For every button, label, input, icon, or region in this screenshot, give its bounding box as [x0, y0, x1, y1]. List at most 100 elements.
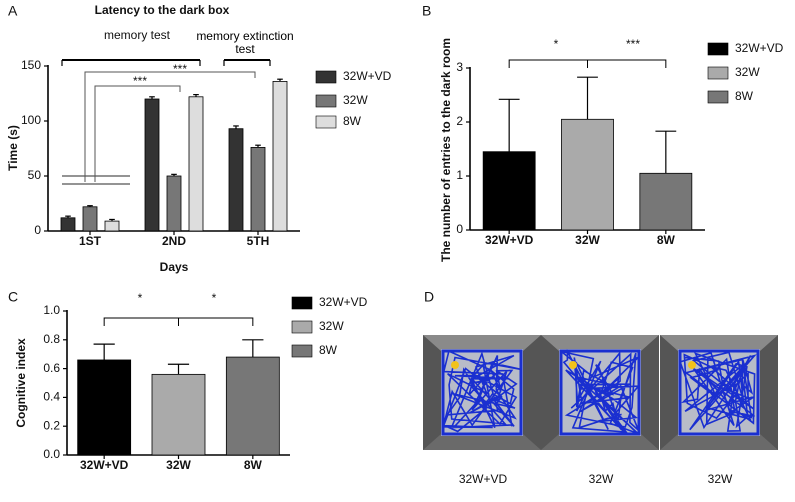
- y-tick-label: 50: [28, 168, 42, 182]
- error-bar: [233, 125, 239, 129]
- error-bar: [167, 363, 190, 375]
- x-axis-label: Days: [160, 260, 189, 274]
- arena-wall: [541, 434, 659, 450]
- y-tick-label: 1.0: [43, 303, 60, 317]
- chart-title: Latency to the dark box: [95, 3, 230, 17]
- y-tick-label: 1: [456, 168, 463, 182]
- y-tick-label: 100: [21, 113, 41, 127]
- y-axis-label: The number of entries to the dark room: [439, 38, 453, 262]
- bar: [82, 206, 98, 232]
- sig-line: [94, 85, 181, 182]
- annotation-text: memory extinction test: [196, 30, 294, 56]
- y-tick-label: 0: [34, 223, 41, 237]
- track: [442, 349, 521, 433]
- legend-swatch: [315, 94, 337, 108]
- bar: [144, 98, 160, 232]
- bar: [188, 96, 204, 232]
- y-tick-label: 2: [456, 114, 463, 128]
- error-bar: [577, 76, 598, 120]
- y-tick-label: 0: [456, 222, 463, 236]
- legend-label: 8W: [343, 114, 362, 128]
- caption: 32W+VD: [459, 472, 508, 486]
- bar: [77, 359, 132, 456]
- error-bar: [109, 218, 115, 222]
- legend-swatch: [707, 42, 729, 56]
- x-tick-label: 32W: [166, 458, 191, 472]
- bar: [272, 81, 288, 232]
- y-tick-label: 0.2: [43, 418, 60, 432]
- track-border: [559, 349, 641, 436]
- y-axis-label: Time (s): [6, 125, 20, 171]
- bar: [228, 128, 244, 232]
- error-bar: [149, 96, 155, 99]
- caption: 32W: [708, 472, 733, 486]
- error-bar: [277, 78, 283, 82]
- x-tick-label: 2ND: [162, 234, 186, 248]
- y-tick-label: 0.6: [43, 361, 60, 375]
- y-tick-label: 0.8: [43, 332, 60, 346]
- error-bar: [498, 98, 520, 152]
- bar: [151, 373, 206, 456]
- error-bar: [87, 205, 93, 207]
- x-tick-label: 5TH: [247, 234, 270, 248]
- x-tick-label: 32W+VD: [485, 233, 534, 247]
- bracket: [178, 317, 254, 326]
- arena-wall: [660, 434, 778, 450]
- track: [679, 351, 757, 432]
- error-bar: [65, 215, 71, 218]
- annotation: *: [554, 37, 559, 51]
- y-tick-label: 0.0: [43, 447, 60, 461]
- legend-swatch: [707, 90, 729, 104]
- track-border: [441, 349, 523, 436]
- panel-label: B: [422, 3, 431, 19]
- bracket: [587, 59, 667, 68]
- legend-swatch: [291, 344, 313, 358]
- annotation: *: [212, 291, 217, 305]
- panel-label: C: [8, 289, 18, 305]
- annotation: *: [138, 291, 143, 305]
- error-bar: [193, 93, 199, 97]
- x-tick-label: 8W: [244, 458, 263, 472]
- bar: [250, 146, 266, 232]
- caption: 32W: [589, 472, 614, 486]
- track: [560, 348, 641, 435]
- x-tick-label: 1ST: [79, 234, 102, 248]
- arena-wall: [423, 335, 541, 351]
- annotation: memory test: [104, 28, 171, 42]
- legend-swatch: [315, 115, 337, 129]
- error-bar: [242, 339, 264, 358]
- bracket: [508, 59, 588, 68]
- panel-label: D: [424, 289, 434, 305]
- legend-label: 32W+VD: [319, 295, 368, 309]
- sig-line: [84, 71, 256, 182]
- legend-label: 32W+VD: [343, 69, 392, 83]
- error-bar: [255, 144, 261, 148]
- legend-swatch: [291, 320, 313, 334]
- legend-label: 8W: [735, 89, 754, 103]
- arena-wall: [541, 335, 659, 351]
- x-tick-label: 8W: [657, 233, 676, 247]
- annotation: ***: [173, 62, 187, 76]
- bar: [482, 151, 536, 231]
- legend-swatch: [707, 66, 729, 80]
- y-tick-label: 3: [456, 60, 463, 74]
- panel-label: A: [8, 3, 18, 19]
- legend-label: 8W: [319, 343, 338, 357]
- legend-label: 32W+VD: [735, 41, 784, 55]
- legend-swatch: [315, 70, 337, 84]
- start-point: [451, 361, 459, 369]
- arena-wall: [423, 434, 541, 450]
- bar: [104, 220, 120, 232]
- legend-label: 32W: [343, 93, 368, 107]
- annotation: ***: [133, 74, 147, 88]
- legend-label: 32W: [735, 65, 760, 79]
- legend-swatch: [291, 296, 313, 310]
- bar: [166, 175, 182, 232]
- track-border: [678, 349, 760, 436]
- bar: [639, 172, 693, 231]
- start-point: [569, 361, 577, 369]
- bar: [60, 217, 76, 232]
- y-axis-label: Cognitive index: [14, 338, 28, 428]
- error-bar: [93, 343, 115, 360]
